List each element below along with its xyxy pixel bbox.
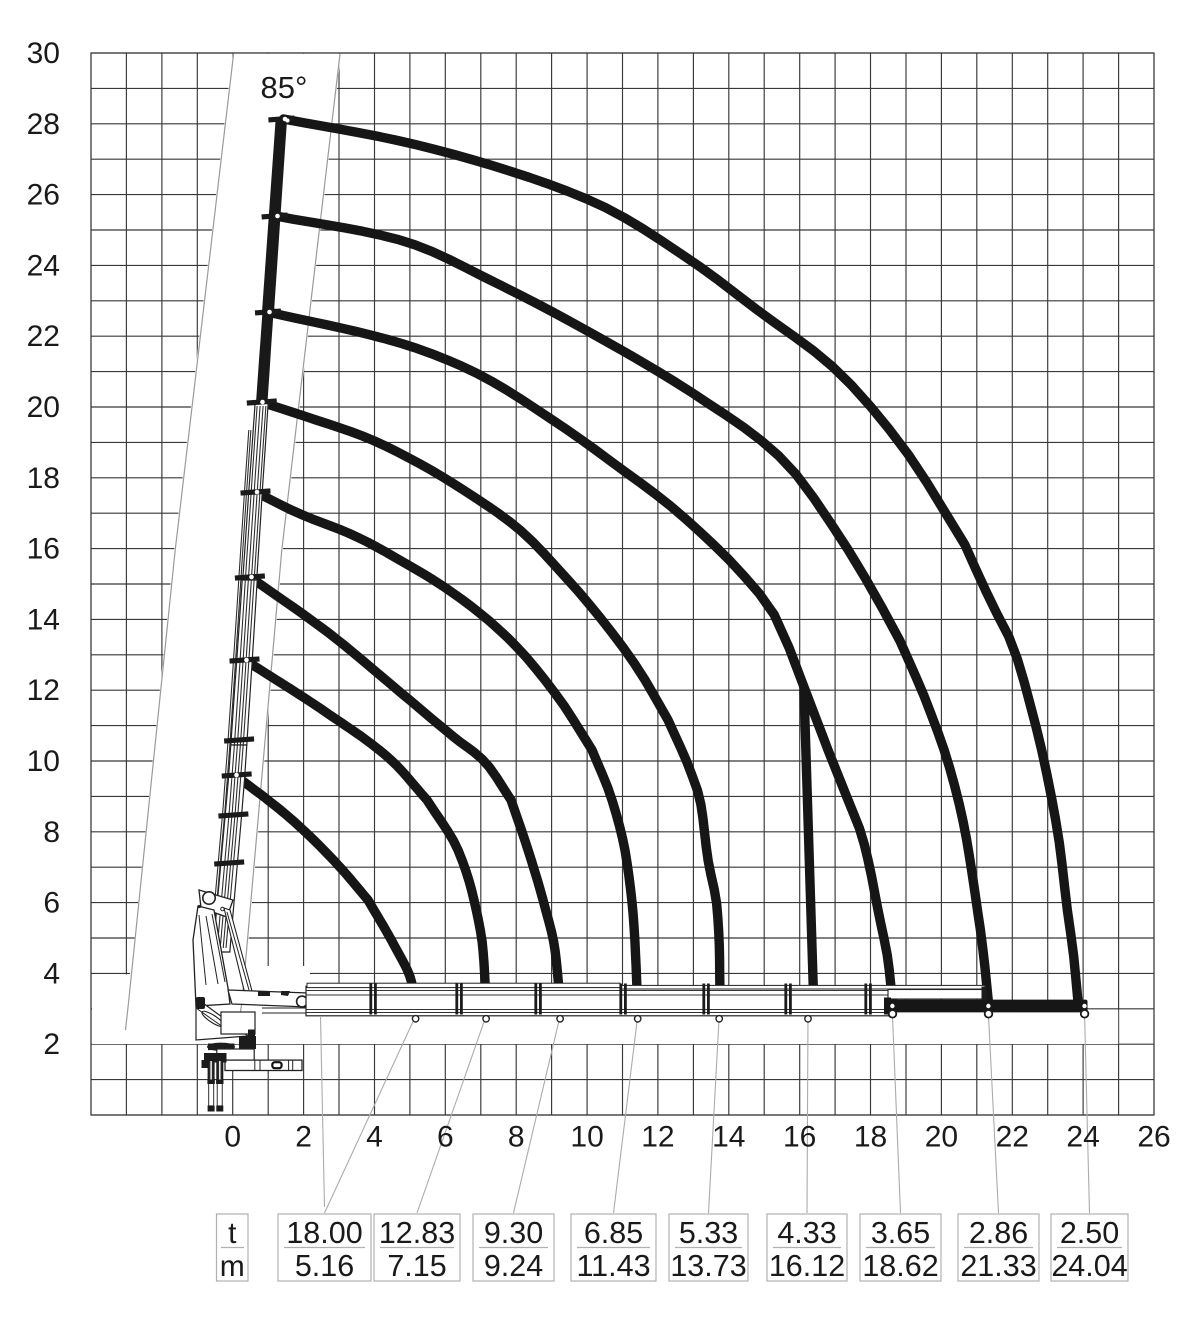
svg-text:26: 26 (1137, 1121, 1170, 1154)
svg-text:22: 22 (996, 1121, 1029, 1154)
svg-text:3.65: 3.65 (871, 1216, 930, 1250)
svg-text:5.16: 5.16 (295, 1249, 354, 1283)
svg-text:t: t (228, 1217, 237, 1250)
svg-text:9.24: 9.24 (484, 1249, 543, 1283)
svg-text:18: 18 (27, 462, 60, 495)
svg-text:12: 12 (27, 674, 60, 707)
svg-text:8: 8 (43, 816, 60, 849)
svg-text:24.04: 24.04 (1051, 1249, 1127, 1283)
svg-text:16.12: 16.12 (769, 1249, 845, 1283)
svg-text:30: 30 (27, 37, 60, 70)
svg-text:18: 18 (854, 1121, 887, 1154)
svg-text:20: 20 (27, 391, 60, 424)
svg-text:18.00: 18.00 (286, 1216, 362, 1250)
svg-text:6: 6 (437, 1121, 454, 1154)
svg-text:11.43: 11.43 (576, 1249, 650, 1283)
svg-text:6: 6 (43, 887, 60, 920)
svg-text:85°: 85° (261, 70, 308, 105)
svg-text:13.73: 13.73 (670, 1249, 746, 1283)
svg-text:12: 12 (641, 1121, 674, 1154)
svg-text:8: 8 (508, 1121, 525, 1154)
svg-text:2: 2 (295, 1121, 312, 1154)
svg-text:4: 4 (43, 957, 60, 990)
svg-text:24: 24 (27, 249, 60, 282)
svg-text:20: 20 (925, 1121, 958, 1154)
svg-text:10: 10 (27, 745, 60, 778)
svg-text:6.85: 6.85 (584, 1216, 643, 1250)
svg-text:12.83: 12.83 (379, 1216, 455, 1250)
svg-text:21.33: 21.33 (960, 1249, 1036, 1283)
svg-text:16: 16 (27, 533, 60, 566)
svg-text:26: 26 (27, 179, 60, 212)
svg-text:m: m (220, 1250, 245, 1283)
svg-text:9.30: 9.30 (484, 1216, 543, 1250)
svg-text:5.33: 5.33 (679, 1216, 738, 1250)
svg-text:4: 4 (366, 1121, 383, 1154)
svg-text:22: 22 (27, 320, 60, 353)
svg-text:0: 0 (224, 1121, 241, 1154)
svg-text:4.33: 4.33 (777, 1216, 836, 1250)
svg-text:28: 28 (27, 108, 60, 141)
svg-text:2.86: 2.86 (969, 1216, 1028, 1250)
svg-text:16: 16 (783, 1121, 816, 1154)
svg-text:7.15: 7.15 (387, 1249, 446, 1283)
svg-text:10: 10 (570, 1121, 603, 1154)
svg-text:18.62: 18.62 (862, 1249, 938, 1283)
svg-text:2.50: 2.50 (1060, 1216, 1119, 1250)
svg-text:24: 24 (1066, 1121, 1099, 1154)
svg-text:14: 14 (712, 1121, 745, 1154)
svg-text:2: 2 (43, 1028, 60, 1061)
svg-text:14: 14 (27, 603, 60, 636)
